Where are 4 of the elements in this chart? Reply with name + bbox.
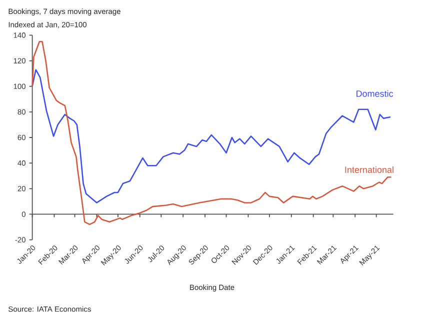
line-series (32, 40, 392, 226)
series-label: International (345, 166, 394, 173)
series-label: Domestic (356, 90, 394, 97)
line-series (32, 69, 392, 204)
